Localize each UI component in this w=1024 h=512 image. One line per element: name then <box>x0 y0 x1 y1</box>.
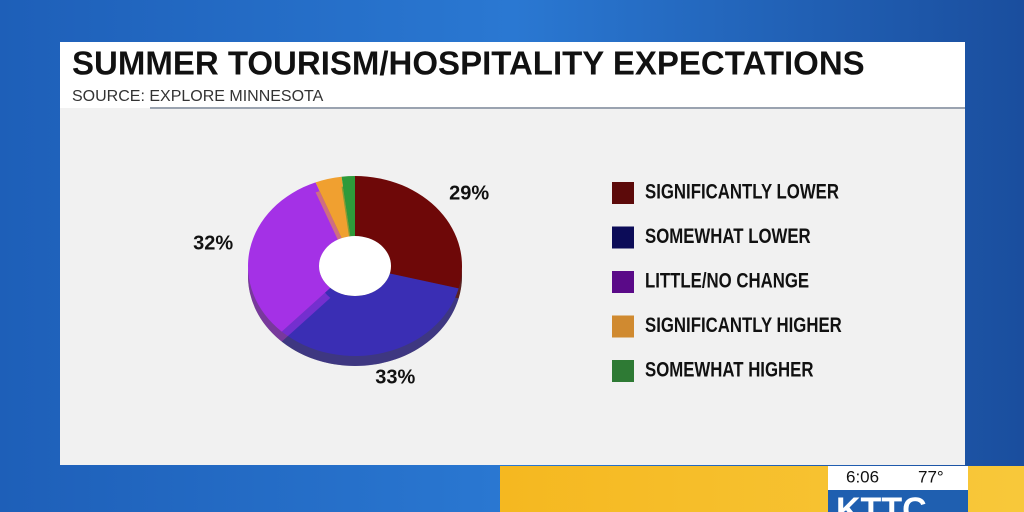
chart-subtitle: SOURCE: EXPLORE MINNESOTA <box>72 88 324 105</box>
data-label: 33% <box>375 367 415 389</box>
logo-box <box>828 490 968 512</box>
donut-hole <box>319 236 391 296</box>
pie-chart: 29% 33% 32% SIGNIFICANTLY LOWER SOMEWHAT LOW… <box>193 176 842 389</box>
temperature: 77° <box>918 467 944 486</box>
pie-slice <box>315 176 351 239</box>
legend-label: LITTLE/NO CHANGE <box>645 270 809 293</box>
time: 6:06 <box>846 467 879 486</box>
panel <box>60 42 965 465</box>
legend-swatch <box>612 226 634 249</box>
data-label: 32% <box>193 232 233 254</box>
logo: KTTC <box>836 491 927 512</box>
data-label: 29% <box>449 183 489 205</box>
legend-label: SIGNIFICANTLY HIGHER <box>645 314 842 337</box>
pie-slice <box>355 176 462 289</box>
title-bar <box>60 42 965 108</box>
legend-swatch <box>612 182 634 204</box>
chart-title: SUMMER TOURISM/HOSPITALITY EXPECTATIONS <box>72 45 865 82</box>
pie-slice <box>341 176 355 237</box>
legend-swatch <box>612 271 634 293</box>
legend-swatch <box>612 315 634 338</box>
legend-label: SOMEWHAT HIGHER <box>645 359 814 382</box>
pie-slice <box>247 182 342 332</box>
legend-swatch <box>612 360 634 382</box>
legend-label: SOMEWHAT LOWER <box>645 225 811 248</box>
legend-label: SIGNIFICANTLY LOWER <box>645 181 839 204</box>
